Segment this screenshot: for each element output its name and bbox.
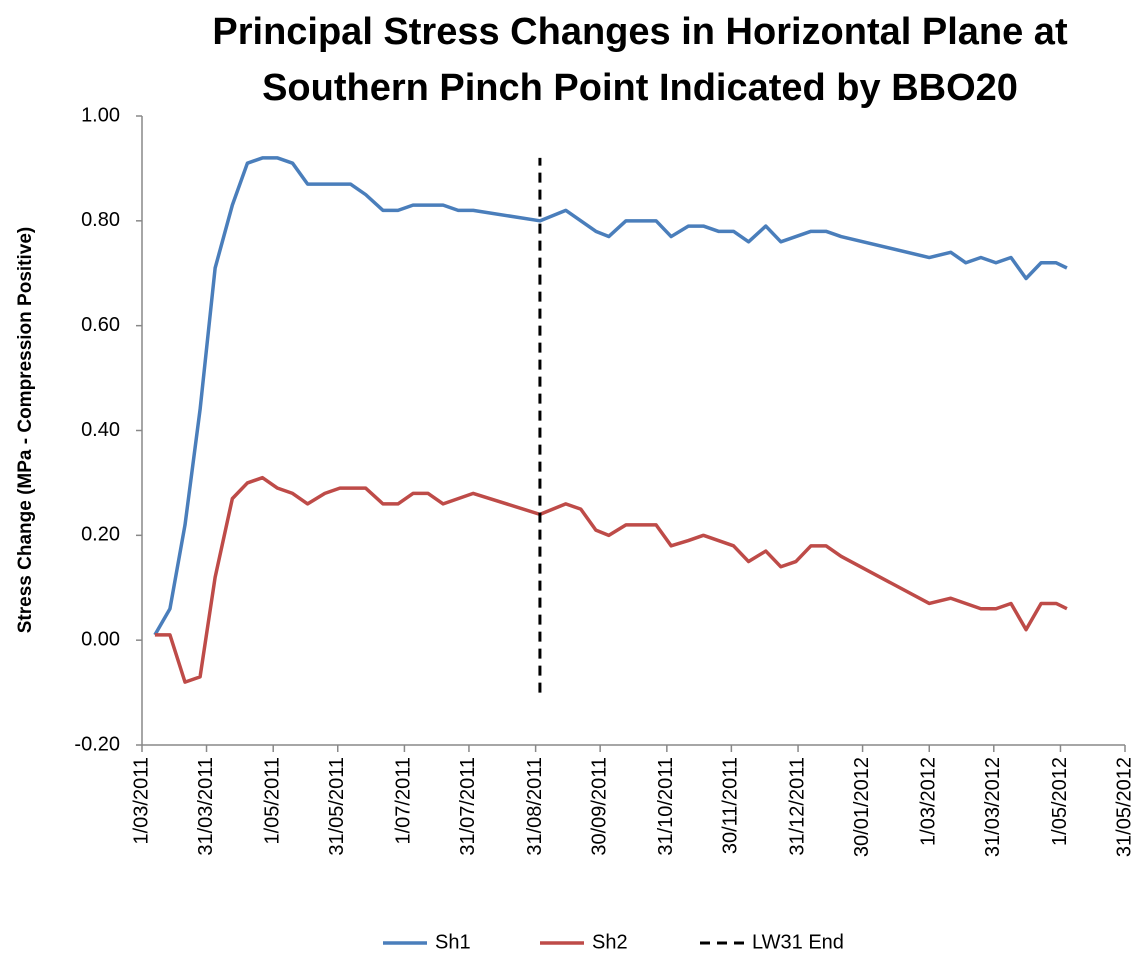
- y-tick-label: 0.60: [81, 314, 120, 336]
- x-tick-label: 31/05/2011: [326, 757, 348, 856]
- x-tick-label: 1/07/2011: [393, 757, 415, 845]
- x-tick-label: 1/05/2012: [1049, 757, 1071, 846]
- y-tick-label: 0.00: [81, 628, 120, 650]
- x-tick-label: 1/03/2011: [130, 757, 152, 845]
- x-tick-label: 31/10/2011: [655, 757, 677, 856]
- x-tick-label: 1/05/2011: [261, 757, 283, 845]
- y-tick-label: 0.80: [81, 209, 120, 231]
- chart-title: Southern Pinch Point Indicated by BBO20: [262, 67, 1018, 109]
- chart-title: Principal Stress Changes in Horizontal P…: [212, 11, 1068, 53]
- series-line: [154, 475, 1068, 684]
- x-tick-label: 31/03/2011: [195, 757, 217, 856]
- x-tick-label: 31/12/2011: [786, 757, 808, 856]
- x-tick-label: 30/11/2011: [720, 757, 742, 854]
- y-tick-label: 1.00: [81, 104, 120, 126]
- x-tick-label: 31/07/2011: [457, 757, 479, 856]
- y-tick-label: -0.20: [74, 733, 120, 755]
- legend-label: Sh2: [592, 931, 628, 953]
- x-tick-label: 1/03/2012: [918, 757, 940, 846]
- x-tick-label: 30/01/2012: [851, 757, 873, 857]
- y-tick-label: 0.20: [81, 524, 120, 546]
- legend-label: LW31 End: [752, 931, 844, 953]
- legend-label: Sh1: [435, 931, 471, 953]
- x-tick-label: 31/08/2011: [524, 757, 546, 856]
- y-tick-label: 0.40: [81, 419, 120, 441]
- y-axis-label: Stress Change (MPa - Compression Positiv…: [15, 227, 36, 634]
- x-tick-label: 30/09/2011: [588, 757, 610, 856]
- x-tick-label: 31/03/2012: [982, 757, 1004, 857]
- series-line: [153, 156, 1068, 636]
- x-tick-label: 31/05/2012: [1113, 757, 1135, 857]
